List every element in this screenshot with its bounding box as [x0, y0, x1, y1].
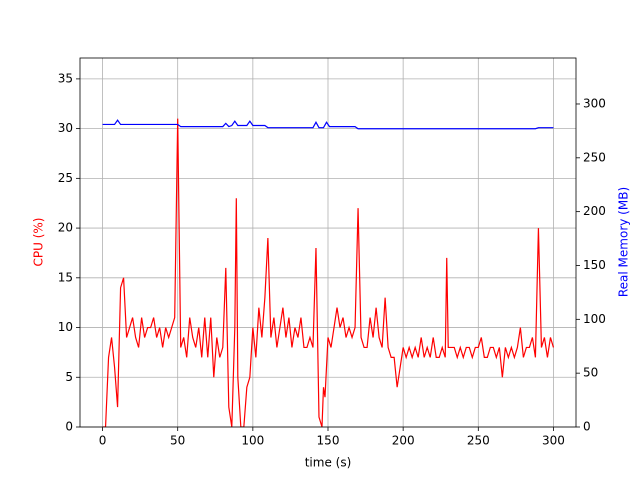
- y2-axis-label: Real Memory (MB): [617, 187, 631, 297]
- data-line: [102, 118, 555, 427]
- y2-tick-label: 50: [583, 366, 598, 380]
- plot-frame: [79, 57, 577, 428]
- y2-tick-label: 150: [583, 258, 606, 272]
- y-tick-label: 20: [58, 221, 73, 235]
- y-tick-label: 10: [58, 320, 73, 334]
- y2-tick-label: 0: [583, 420, 591, 434]
- x-tick-label: 300: [542, 434, 565, 448]
- y-axis-label: CPU (%): [32, 218, 46, 267]
- y2-tick-label: 250: [583, 150, 606, 164]
- x-tick-label: 150: [317, 434, 340, 448]
- y-tick-label: 25: [58, 171, 73, 185]
- y-tick-label: 15: [58, 270, 73, 284]
- y2-tick-label: 200: [583, 204, 606, 218]
- x-tick-label: 50: [170, 434, 185, 448]
- y-tick-label: 5: [65, 370, 73, 384]
- x-tick-label: 100: [241, 434, 264, 448]
- y-tick-label: 0: [65, 420, 73, 434]
- y2-tick-label: 300: [583, 96, 606, 110]
- y2-tick-label: 100: [583, 312, 606, 326]
- x-tick-label: 200: [392, 434, 415, 448]
- x-axis-label: time (s): [305, 456, 352, 470]
- x-tick-label: 0: [99, 434, 107, 448]
- data-line: [102, 119, 554, 130]
- y-tick-label: 30: [58, 121, 73, 135]
- y-tick-label: 35: [58, 71, 73, 85]
- x-tick-label: 250: [467, 434, 490, 448]
